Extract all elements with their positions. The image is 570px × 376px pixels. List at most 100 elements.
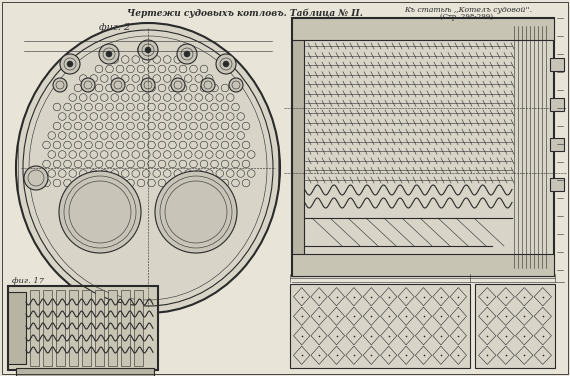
Circle shape xyxy=(169,179,176,187)
Circle shape xyxy=(53,122,61,130)
Circle shape xyxy=(242,160,250,168)
Circle shape xyxy=(105,84,113,92)
Circle shape xyxy=(190,179,197,187)
Circle shape xyxy=(105,160,113,168)
Circle shape xyxy=(132,170,140,177)
Text: Къ статьѣ ,,Котелъ судовой''.: Къ статьѣ ,,Котелъ судовой''. xyxy=(404,6,532,14)
Circle shape xyxy=(179,179,187,187)
Circle shape xyxy=(247,151,255,158)
Bar xyxy=(134,290,143,366)
Circle shape xyxy=(185,56,192,63)
Circle shape xyxy=(85,141,92,149)
Bar xyxy=(550,178,564,191)
Circle shape xyxy=(137,103,145,111)
Circle shape xyxy=(200,141,208,149)
Bar xyxy=(121,290,130,366)
Circle shape xyxy=(100,75,108,82)
Circle shape xyxy=(177,44,197,64)
Circle shape xyxy=(190,160,197,168)
Circle shape xyxy=(142,113,150,120)
Circle shape xyxy=(53,103,61,111)
Circle shape xyxy=(216,132,223,139)
Circle shape xyxy=(171,78,185,92)
Circle shape xyxy=(174,94,182,101)
Circle shape xyxy=(99,44,119,64)
Circle shape xyxy=(237,113,245,120)
Circle shape xyxy=(211,122,218,130)
Circle shape xyxy=(158,122,166,130)
Circle shape xyxy=(179,141,187,149)
Circle shape xyxy=(132,132,140,139)
Circle shape xyxy=(200,179,208,187)
Circle shape xyxy=(116,122,124,130)
Circle shape xyxy=(116,103,124,111)
Circle shape xyxy=(221,160,229,168)
Circle shape xyxy=(53,179,61,187)
Circle shape xyxy=(64,122,71,130)
Circle shape xyxy=(90,132,97,139)
Circle shape xyxy=(223,61,229,67)
Circle shape xyxy=(111,132,119,139)
Circle shape xyxy=(59,151,66,158)
Circle shape xyxy=(226,170,234,177)
Circle shape xyxy=(121,75,129,82)
Circle shape xyxy=(64,160,71,168)
Circle shape xyxy=(169,141,176,149)
Circle shape xyxy=(100,170,108,177)
Circle shape xyxy=(205,151,213,158)
Circle shape xyxy=(200,122,208,130)
Circle shape xyxy=(231,160,239,168)
Circle shape xyxy=(105,65,113,73)
Circle shape xyxy=(53,78,67,92)
Circle shape xyxy=(205,170,213,177)
Circle shape xyxy=(164,56,171,63)
Circle shape xyxy=(221,179,229,187)
Circle shape xyxy=(85,122,92,130)
Circle shape xyxy=(105,122,113,130)
Circle shape xyxy=(200,103,208,111)
Circle shape xyxy=(116,160,124,168)
Circle shape xyxy=(43,160,50,168)
Circle shape xyxy=(121,151,129,158)
Circle shape xyxy=(81,78,95,92)
Circle shape xyxy=(137,122,145,130)
Circle shape xyxy=(148,179,155,187)
Circle shape xyxy=(127,160,135,168)
Circle shape xyxy=(164,94,171,101)
Circle shape xyxy=(153,56,161,63)
Circle shape xyxy=(74,160,82,168)
Circle shape xyxy=(226,132,234,139)
Circle shape xyxy=(185,94,192,101)
Bar xyxy=(292,18,554,276)
Circle shape xyxy=(90,94,97,101)
Circle shape xyxy=(184,51,190,57)
Circle shape xyxy=(74,122,82,130)
Circle shape xyxy=(142,151,150,158)
Circle shape xyxy=(105,141,113,149)
Circle shape xyxy=(164,170,171,177)
Circle shape xyxy=(111,75,119,82)
Circle shape xyxy=(242,141,250,149)
Circle shape xyxy=(231,103,239,111)
Bar xyxy=(8,286,158,370)
Circle shape xyxy=(90,170,97,177)
Circle shape xyxy=(174,75,182,82)
Circle shape xyxy=(211,141,218,149)
Circle shape xyxy=(158,103,166,111)
Circle shape xyxy=(169,103,176,111)
Circle shape xyxy=(132,75,140,82)
Circle shape xyxy=(95,84,103,92)
Circle shape xyxy=(59,132,66,139)
Circle shape xyxy=(43,141,50,149)
Circle shape xyxy=(205,113,213,120)
Circle shape xyxy=(69,151,76,158)
Circle shape xyxy=(211,84,218,92)
Circle shape xyxy=(164,75,171,82)
Circle shape xyxy=(155,171,237,253)
Circle shape xyxy=(48,170,55,177)
Circle shape xyxy=(190,122,197,130)
Circle shape xyxy=(169,160,176,168)
Circle shape xyxy=(127,122,135,130)
Circle shape xyxy=(237,151,245,158)
Circle shape xyxy=(141,78,155,92)
